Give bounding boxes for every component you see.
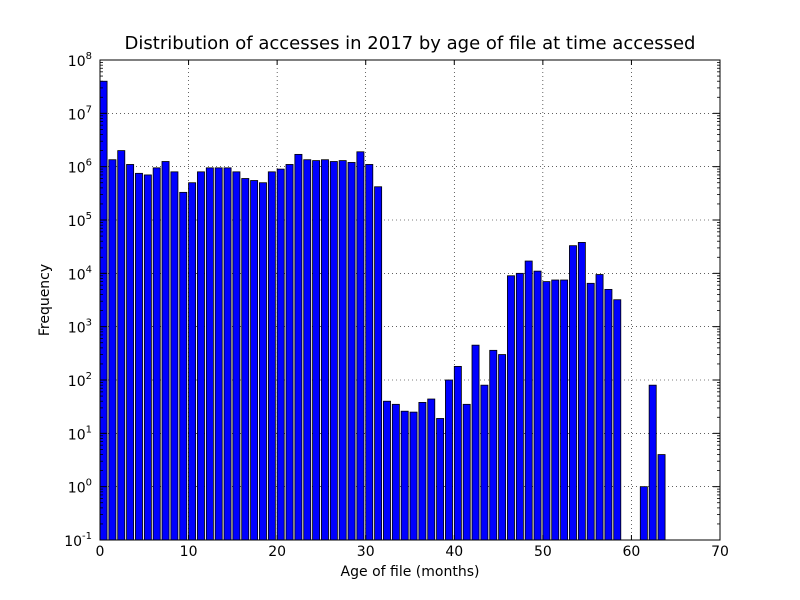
bar	[471, 344, 480, 541]
y-axis-label: Frequency	[37, 264, 53, 336]
x-tick-label: 0	[96, 544, 105, 560]
bar	[569, 245, 577, 541]
bar	[303, 159, 312, 541]
bar	[161, 161, 170, 541]
bar	[462, 403, 471, 541]
bar	[347, 162, 356, 541]
bar	[108, 159, 117, 541]
bar	[170, 171, 179, 541]
bar	[604, 288, 613, 541]
plot-frame	[99, 59, 721, 541]
bar	[383, 400, 391, 541]
bar	[259, 182, 267, 541]
x-tick-label: 40	[445, 544, 463, 560]
bar	[551, 279, 560, 541]
bar	[533, 270, 542, 541]
bar	[329, 161, 338, 541]
bar	[197, 171, 205, 541]
bar	[542, 281, 551, 541]
bar	[613, 299, 622, 541]
bar	[241, 178, 250, 541]
bar	[400, 410, 409, 541]
bar	[391, 403, 400, 541]
bar	[515, 272, 524, 541]
x-axis: 0 10 20 30 40 50 60 70	[96, 60, 729, 560]
bar	[418, 402, 427, 541]
bar	[152, 167, 161, 541]
x-tick-label: 70	[711, 544, 729, 560]
x-tick-label: 20	[268, 544, 286, 560]
bar	[356, 151, 365, 541]
bar	[374, 186, 383, 541]
bar	[267, 171, 276, 541]
bar	[143, 174, 152, 541]
bar	[445, 379, 453, 541]
bar	[294, 153, 303, 541]
bar	[321, 159, 329, 541]
bars	[99, 80, 666, 541]
bar	[577, 242, 586, 541]
bar	[188, 182, 197, 541]
bar	[179, 191, 188, 541]
bar	[205, 167, 214, 541]
bar	[489, 349, 498, 541]
bar	[312, 160, 321, 541]
bar	[232, 171, 241, 541]
bar	[427, 398, 436, 541]
chart-title: Distribution of accesses in 2017 by age …	[125, 33, 696, 54]
bar	[657, 454, 666, 541]
bar	[453, 365, 462, 541]
bar	[498, 354, 507, 541]
bar	[223, 167, 232, 541]
bar	[586, 282, 595, 541]
bar	[250, 180, 259, 541]
bar	[135, 172, 143, 541]
bar	[276, 168, 285, 541]
bar	[648, 384, 657, 541]
x-tick-label: 50	[534, 544, 552, 560]
x-tick-label: 30	[357, 544, 375, 560]
bar	[639, 486, 648, 541]
x-tick-label: 60	[623, 544, 641, 560]
x-axis-label: Age of file (months)	[341, 564, 480, 580]
bar	[117, 150, 126, 541]
bar	[560, 279, 569, 541]
bar	[214, 167, 223, 541]
bar	[126, 164, 135, 541]
bar	[338, 160, 347, 541]
bar	[595, 274, 604, 541]
bar	[507, 275, 515, 541]
bar	[480, 384, 489, 541]
bar	[285, 164, 294, 541]
bar	[365, 164, 374, 541]
bar	[524, 260, 533, 541]
x-tick-label: 10	[180, 544, 198, 560]
bar	[409, 411, 418, 541]
bar	[436, 418, 445, 541]
